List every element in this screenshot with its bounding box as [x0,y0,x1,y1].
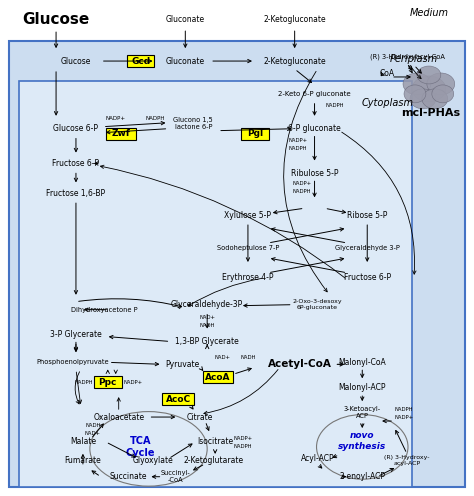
Text: Glucose: Glucose [61,57,91,65]
Text: Succinate: Succinate [110,472,147,481]
Text: Phosphoenolpyruvate: Phosphoenolpyruvate [36,360,109,366]
Text: Ribulose 5-P: Ribulose 5-P [291,169,338,178]
Ellipse shape [410,89,436,109]
Text: NADPH: NADPH [395,407,413,412]
Text: Gluconate: Gluconate [166,15,205,24]
Text: NAD+: NAD+ [85,432,101,436]
Text: NADH: NADH [200,323,215,328]
FancyBboxPatch shape [163,393,194,405]
Text: NADP+: NADP+ [288,138,307,143]
Text: NADP+: NADP+ [106,116,126,121]
Ellipse shape [422,89,448,109]
Text: NADPH: NADPH [325,103,344,108]
Text: NADH: NADH [240,355,255,360]
Text: NADP+: NADP+ [233,436,253,441]
Text: Dihydroxyacetone P: Dihydroxyacetone P [71,307,137,312]
Text: (R) 3-Hydroxyacyl-CoA: (R) 3-Hydroxyacyl-CoA [370,54,445,61]
Text: Ribose 5-P: Ribose 5-P [347,211,387,220]
Text: Acetyl-CoA: Acetyl-CoA [268,359,332,370]
Text: NADPH: NADPH [292,189,311,194]
Text: Xylulose 5-P: Xylulose 5-P [224,211,272,220]
Text: Malonyl-ACP: Malonyl-ACP [338,383,386,392]
Text: Sodoheptulose 7-P: Sodoheptulose 7-P [217,245,279,251]
Text: Glucono 1,5
lactone 6-P: Glucono 1,5 lactone 6-P [173,117,213,130]
Text: NADPH: NADPH [288,146,307,151]
Ellipse shape [403,73,431,95]
Text: mcl-PHAs: mcl-PHAs [401,108,460,118]
Text: Gcd: Gcd [131,57,150,65]
Text: 2-Keto 6-P gluconate: 2-Keto 6-P gluconate [278,91,351,97]
FancyBboxPatch shape [127,55,155,67]
Text: Glyceraldehyde 3-P: Glyceraldehyde 3-P [335,245,400,251]
Ellipse shape [432,85,454,103]
Text: Glucose 6-P: Glucose 6-P [54,124,99,133]
Text: Ppc: Ppc [99,378,117,387]
Text: Pyruvate: Pyruvate [165,360,200,369]
Text: Glyceraldehyde-3P: Glyceraldehyde-3P [171,300,243,309]
Text: NADP+: NADP+ [394,415,414,420]
FancyBboxPatch shape [106,127,136,139]
Text: TCA
Cycle: TCA Cycle [126,436,155,458]
Text: 6-P gluconate: 6-P gluconate [288,124,341,133]
Text: Gluconate: Gluconate [166,57,205,65]
Ellipse shape [404,85,426,103]
Text: NADH: NADH [85,424,100,429]
Text: 1,3-BP Glycerate: 1,3-BP Glycerate [175,337,239,346]
Text: NADPH: NADPH [146,116,165,121]
Text: 2-Oxo-3-desoxy
6P-gluconate: 2-Oxo-3-desoxy 6P-gluconate [293,299,342,310]
Text: Isocitrate: Isocitrate [197,437,233,446]
Ellipse shape [427,73,455,95]
Text: NADP+: NADP+ [123,380,142,385]
Text: Malonyl-CoA: Malonyl-CoA [338,358,386,367]
Text: NAD+: NAD+ [199,315,215,320]
Text: Erythrose 4-P: Erythrose 4-P [222,273,273,282]
FancyBboxPatch shape [203,372,233,383]
Text: Cytoplasm: Cytoplasm [361,98,413,108]
Text: Fumarate: Fumarate [64,456,101,465]
Ellipse shape [412,76,446,102]
FancyBboxPatch shape [94,376,122,388]
Text: Oxaloacetate: Oxaloacetate [93,413,144,422]
Text: Medium: Medium [410,8,448,18]
Text: Fructose 1,6-BP: Fructose 1,6-BP [46,189,106,198]
FancyBboxPatch shape [9,41,465,487]
Text: 3-Ketoacyl-
ACP: 3-Ketoacyl- ACP [344,406,381,419]
Text: 2-enoyl-ACP: 2-enoyl-ACP [339,472,385,481]
Text: Fructose 6-P: Fructose 6-P [344,273,391,282]
Text: 2-Ketogluconate: 2-Ketogluconate [264,15,326,24]
Text: Citrate: Citrate [187,413,213,422]
Text: Malate: Malate [70,437,96,446]
Text: NAD+: NAD+ [214,355,230,360]
Text: Fructose 6-P: Fructose 6-P [53,159,100,168]
Text: 2-Ketogluconate: 2-Ketogluconate [264,57,326,65]
FancyBboxPatch shape [241,127,269,139]
Text: AcoA: AcoA [205,373,231,382]
Text: NADPH: NADPH [234,444,252,449]
Text: NADPH: NADPH [74,380,93,385]
Text: AcoC: AcoC [166,395,191,404]
Ellipse shape [417,66,441,84]
Text: (R) 3-Hydroxy-
acyl-ACP: (R) 3-Hydroxy- acyl-ACP [384,455,430,466]
Text: Glyoxylate: Glyoxylate [133,456,174,465]
Text: Pgl: Pgl [247,129,263,138]
Text: 2-Ketoglutarate: 2-Ketoglutarate [183,456,243,465]
Text: Succinyl-
-CoA: Succinyl- -CoA [161,470,190,483]
Text: Acyl-ACP: Acyl-ACP [301,454,334,463]
Text: CoA: CoA [380,69,395,78]
Text: Zwf: Zwf [111,129,130,138]
Text: NADP+: NADP+ [292,181,311,186]
Text: Glucose: Glucose [22,12,90,27]
Text: novo
synthesis: novo synthesis [338,431,386,450]
Text: Periplasm: Periplasm [390,54,438,64]
FancyBboxPatch shape [19,81,412,487]
Text: 3-P Glycerate: 3-P Glycerate [50,330,102,339]
